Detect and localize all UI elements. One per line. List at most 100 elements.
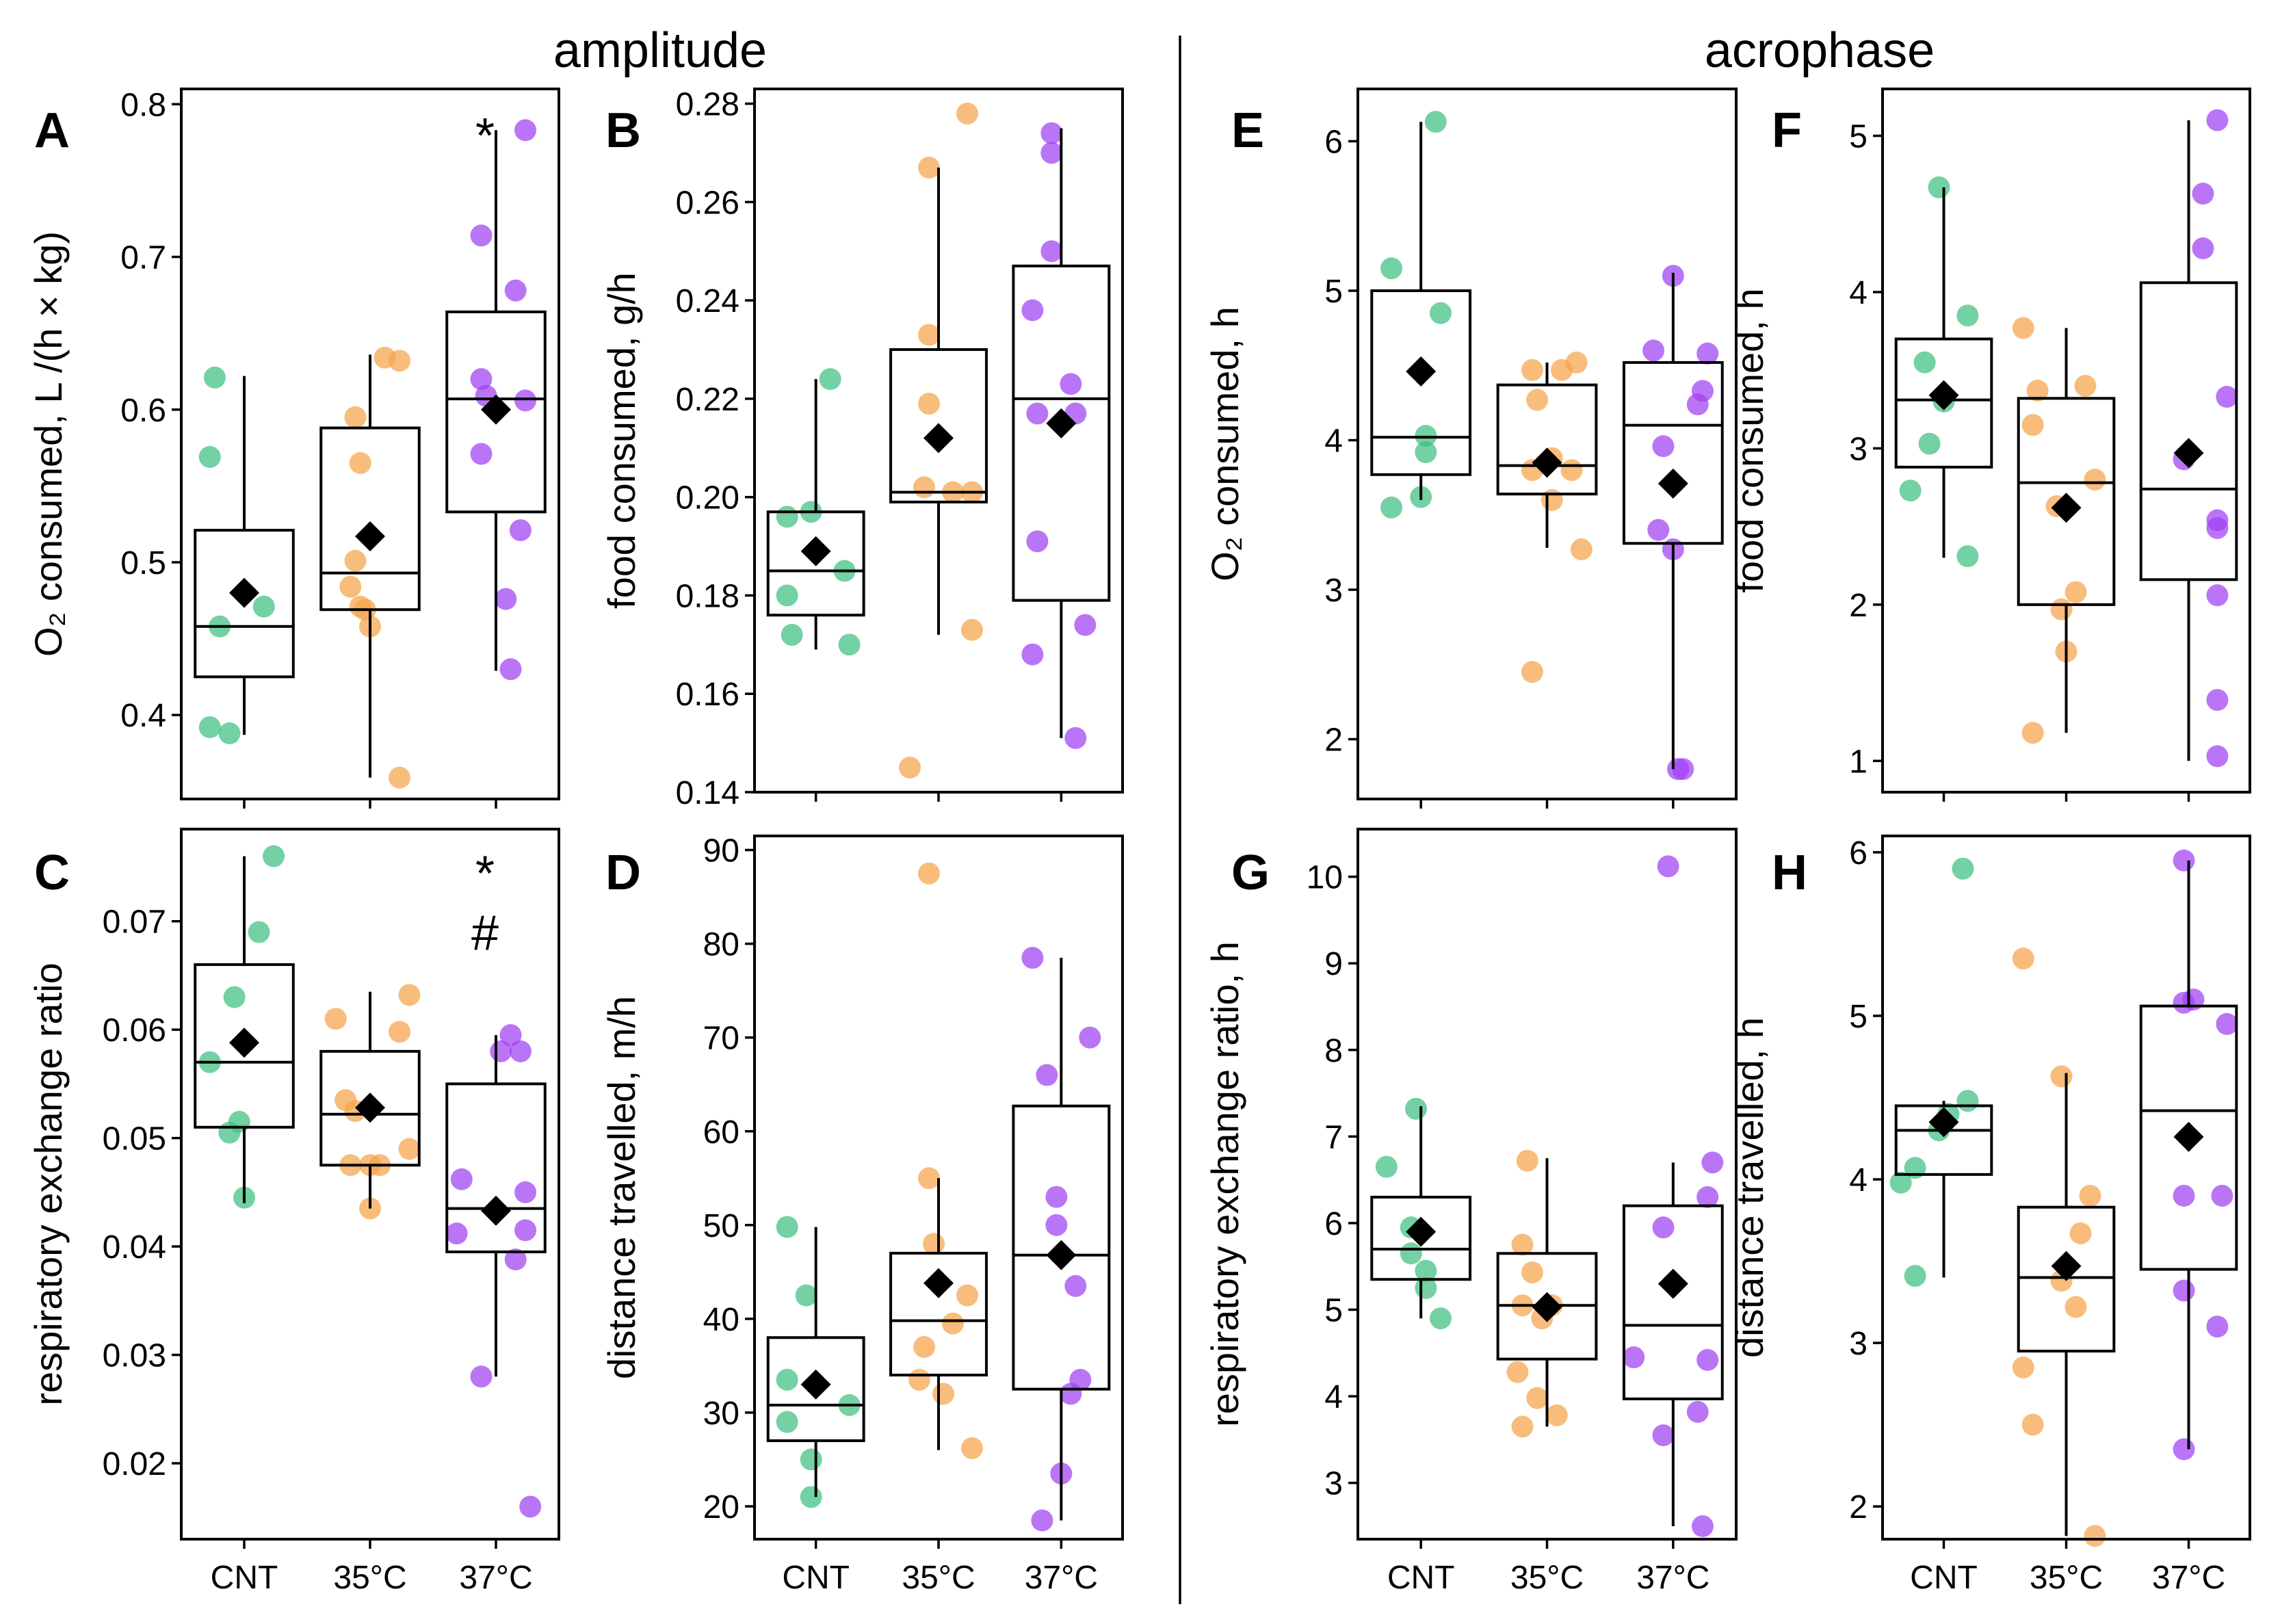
data-point [1956, 1090, 1979, 1112]
data-point [2021, 722, 2044, 744]
iqr-box [2017, 397, 2116, 606]
y-tick-label: 0.26 [676, 185, 739, 221]
x-tick-label: 37°C [2152, 1560, 2225, 1596]
data-point [1952, 857, 1974, 880]
data-point [198, 445, 221, 468]
iqr-box [766, 510, 865, 617]
data-point [1913, 351, 1936, 374]
y-tick-label: 0.14 [676, 775, 739, 811]
mean-marker [355, 1092, 385, 1123]
data-point [2206, 1315, 2229, 1338]
data-point [2012, 317, 2034, 339]
iqr-box [1496, 383, 1598, 496]
panel-letter: A [34, 103, 70, 158]
data-point [1060, 373, 1082, 395]
data-point [1415, 424, 1437, 447]
data-point [1560, 459, 1583, 482]
iqr-box [1370, 289, 1472, 476]
y-tick-label: 80 [703, 927, 739, 963]
data-point [1380, 496, 1403, 519]
data-point [918, 1167, 941, 1190]
data-point [1026, 402, 1049, 425]
data-point [2012, 1356, 2034, 1378]
data-point [1623, 1346, 1645, 1369]
data-point [248, 921, 270, 943]
data-point [398, 1138, 421, 1160]
data-point [1040, 122, 1063, 144]
data-point [1565, 351, 1588, 374]
mean-marker [2173, 1121, 2204, 1152]
panel-e: E O₂ consumed, h 2 3 4 5 6 [1203, 88, 1738, 809]
data-point [1928, 176, 1950, 198]
mean-marker [1046, 1240, 1077, 1270]
data-point [1521, 661, 1543, 683]
data-point [1652, 1216, 1675, 1239]
data-point [1904, 1265, 1926, 1287]
group-1 [1496, 351, 1598, 683]
group-1 [1496, 1149, 1598, 1438]
y-tick-label: 1 [1849, 744, 1868, 780]
data-point [2216, 1012, 2238, 1035]
x-tick-label: 35°C [1510, 1560, 1584, 1596]
y-tick-label: 5 [1324, 274, 1343, 310]
y-tick-label: 2 [1324, 722, 1343, 759]
x-tick-label: 37°C [1636, 1560, 1709, 1596]
y-tick-label: 40 [703, 1302, 739, 1338]
group-0 [766, 1216, 865, 1508]
data-point [800, 1486, 822, 1508]
data-point [2211, 1184, 2233, 1207]
data-point [514, 119, 537, 142]
iqr-box [1894, 1104, 1993, 1176]
x-tick-label: 35°C [902, 1560, 975, 1596]
y-tick-label: 3 [1849, 1326, 1868, 1362]
data-point [1415, 1259, 1437, 1282]
data-point [819, 368, 841, 391]
data-point [908, 1368, 931, 1391]
data-point [1667, 758, 1690, 781]
data-point [1657, 855, 1679, 878]
y-axis-label: O₂ consumed, h [1203, 306, 1246, 581]
data-point [1036, 1064, 1058, 1086]
data-point [263, 845, 285, 867]
data-point [445, 1222, 468, 1245]
iqr-box [889, 1251, 988, 1377]
data-point [2173, 1279, 2195, 1302]
y-tick-label: 0.24 [676, 283, 739, 319]
data-point [2173, 1184, 2195, 1207]
data-point [918, 862, 941, 885]
data-point [499, 1024, 522, 1047]
data-point [490, 1040, 512, 1062]
mean-marker [800, 1369, 831, 1400]
panel-letter: E [1231, 103, 1264, 158]
data-point [1074, 614, 1097, 636]
group-2 [2139, 849, 2238, 1461]
y-tick-label: 10 [1307, 860, 1343, 896]
data-point [218, 722, 241, 745]
data-point [470, 1365, 493, 1388]
data-point [960, 1437, 983, 1460]
x-tick-label: 37°C [1025, 1560, 1098, 1596]
data-point [918, 393, 941, 415]
data-point [514, 1219, 537, 1242]
data-point [2173, 1438, 2195, 1461]
group-2 [1622, 265, 1724, 781]
data-point [1686, 393, 1709, 416]
y-tick-label: 30 [703, 1396, 739, 1432]
mean-marker [1406, 1216, 1437, 1247]
data-point [918, 157, 941, 179]
group-0 [1894, 176, 1993, 568]
data-point [1040, 142, 1063, 164]
data-point [470, 368, 493, 391]
group-1 [319, 984, 421, 1220]
x-tick-label: CNT [1387, 1560, 1455, 1596]
iqr-box [2017, 1205, 2116, 1353]
data-point [1521, 1261, 1543, 1284]
data-point [339, 575, 362, 598]
group-0 [766, 368, 865, 656]
iqr-box [766, 1336, 865, 1443]
x-tick-label: 35°C [333, 1560, 406, 1596]
panel-letter: D [605, 846, 641, 900]
